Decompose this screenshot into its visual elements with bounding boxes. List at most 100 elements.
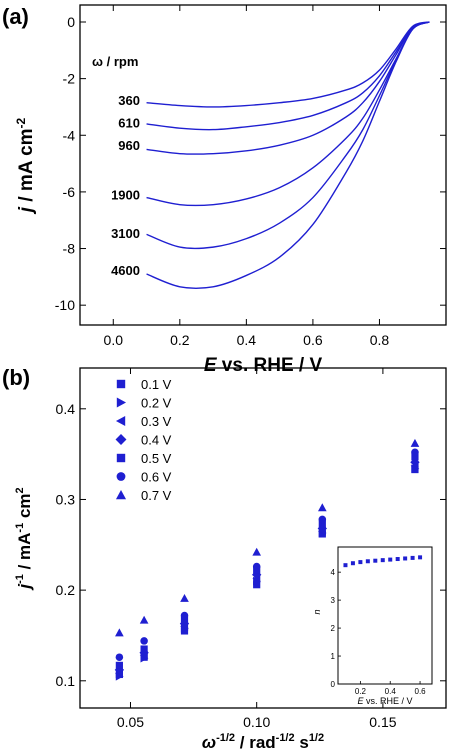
legend-marker: [115, 415, 126, 427]
y-tick-label: -2: [63, 71, 76, 87]
data-point-0_7V: [180, 593, 189, 602]
panel-a-label: (a): [2, 4, 29, 29]
data-point-0_1V: [180, 627, 189, 635]
data-point-0_4V: [179, 619, 190, 629]
data-point-0_4V: [114, 665, 125, 675]
panel-a-tick-labels: 0.0 0.2 0.4 0.6 0.8 0 -2 -4 -6 -8 -10: [55, 14, 390, 348]
curve-label: 3100: [111, 226, 140, 241]
inset-data-point: [380, 558, 385, 563]
y-tick-label: 0: [67, 14, 75, 30]
curve-label: 4600: [111, 263, 140, 278]
legend-marker: [116, 379, 126, 389]
data-point-0_5V: [115, 661, 123, 669]
legend-label: 0.7 V: [141, 488, 172, 503]
inset-y-tick-label: 4: [331, 568, 336, 577]
x-tick-label: 0.8: [370, 332, 390, 348]
curve-label: 360: [118, 93, 140, 108]
rde-curve-4600-rpm: [146, 21, 430, 289]
legend-marker: [115, 434, 127, 445]
panel-a-x-axis-label: E vs. RHE / V: [204, 355, 323, 376]
data-point-0_7V: [317, 503, 327, 512]
inset-data-point: [410, 555, 415, 560]
data-point-0_6V: [252, 562, 261, 571]
inset-x-axis-label: E vs. RHE / V: [357, 696, 412, 706]
panel-b: (b) 0.05 0.10 0.150.10.20.30.4 0.1 V0.2 V0…: [2, 365, 447, 752]
panel-a-ticks: [80, 5, 446, 325]
data-point-0_5V: [180, 616, 189, 624]
data-point-0_7V: [410, 438, 420, 447]
data-point-0_7V: [252, 547, 262, 556]
inset-data-point: [403, 556, 408, 561]
y-tick-label: -6: [63, 184, 76, 200]
inset-frame: [337, 546, 433, 685]
inset-data-point: [365, 559, 370, 564]
panel-a-frame: [79, 4, 447, 326]
inset-data-point: [350, 561, 355, 566]
data-point-0_7V: [115, 628, 124, 637]
legend-label: 0.2 V: [141, 396, 172, 411]
x-tick-label: 0.4: [237, 332, 257, 348]
y-tick-label: -4: [63, 127, 76, 143]
legend-label: 0.4 V: [141, 433, 172, 448]
inset-y-tick-label: 1: [331, 652, 336, 661]
legend-marker: [115, 489, 127, 500]
inset-chart: 0.2 0.4 0.6 0 1 2 3 4 E vs. RHE / V n: [312, 546, 433, 706]
y-tick-label: 0.4: [56, 401, 76, 417]
rde-curve-360-rpm: [146, 21, 430, 108]
panel-a-legend-title: ω / rpm: [92, 54, 138, 69]
inset-x-tick-label: 0.6: [415, 687, 427, 696]
y-tick-label: 0.3: [56, 491, 76, 507]
inset-data-point: [358, 560, 363, 565]
x-tick-label: 0.0: [104, 332, 124, 348]
panel-b-ticks: [80, 368, 446, 708]
curve-label: 960: [118, 138, 140, 153]
data-point-0_5V: [411, 453, 419, 461]
legend-label: 0.1 V: [141, 377, 172, 392]
inset-x-tick-label: 0.2: [355, 687, 367, 696]
inset-data-point: [343, 563, 348, 568]
inset-data-point: [373, 558, 378, 563]
panel-a-curves: [146, 21, 430, 289]
panel-b-legend: 0.1 V 0.2 V 0.3 V 0.4 V 0.5 V 0.6 V 0.7 V: [115, 377, 172, 503]
rde-curve-610-rpm: [146, 21, 430, 131]
data-point-0_6V: [411, 448, 419, 457]
inset-y-tick-label: 3: [331, 596, 336, 605]
panel-b-tick-labels: 0.05 0.10 0.15 0.1 0.2 0.3 0.4: [56, 401, 397, 730]
inset-x-tick-label: 0.4: [385, 687, 397, 696]
legend-label: 0.6 V: [141, 470, 172, 485]
inset-data-point: [395, 557, 400, 562]
data-point-0_1V: [253, 581, 261, 589]
data-point-0_6V: [115, 653, 124, 662]
data-point-0_5V: [318, 520, 326, 528]
legend-marker: [116, 453, 126, 463]
x-tick-label: 0.05: [117, 714, 144, 730]
y-tick-label: 0.1: [56, 673, 76, 689]
data-point-0_6V: [318, 515, 327, 524]
y-tick-label: -10: [55, 297, 75, 313]
panel-a-y-axis-label: j / mA cm-2: [14, 117, 37, 215]
y-tick-label: -8: [63, 241, 76, 257]
curve-label: 610: [118, 116, 140, 131]
curve-label: 1900: [111, 188, 140, 203]
inset-points: [343, 555, 423, 568]
inset-y-tick-label: 0: [331, 680, 336, 689]
data-point-0_5V: [140, 645, 148, 653]
x-tick-label: 0.15: [369, 714, 396, 730]
rde-curve-3100-rpm: [146, 21, 430, 250]
inset-tick-labels: 0.2 0.4 0.6 0 1 2 3 4: [331, 568, 427, 696]
legend-marker: [116, 397, 127, 408]
x-tick-label: 0.2: [170, 332, 190, 348]
inset-data-point: [418, 555, 423, 560]
inset-background: [338, 547, 432, 684]
inset-data-point: [388, 557, 393, 562]
legend-label: 0.3 V: [141, 414, 172, 429]
y-tick-label: 0.2: [56, 582, 76, 598]
data-point-0_6V: [180, 611, 189, 620]
data-point-0_6V: [140, 637, 148, 645]
x-tick-label: 0.6: [303, 332, 323, 348]
legend-label: 0.5 V: [141, 451, 172, 466]
inset-y-axis-label: n: [312, 609, 322, 614]
rde-curve-1900-rpm: [146, 21, 430, 207]
